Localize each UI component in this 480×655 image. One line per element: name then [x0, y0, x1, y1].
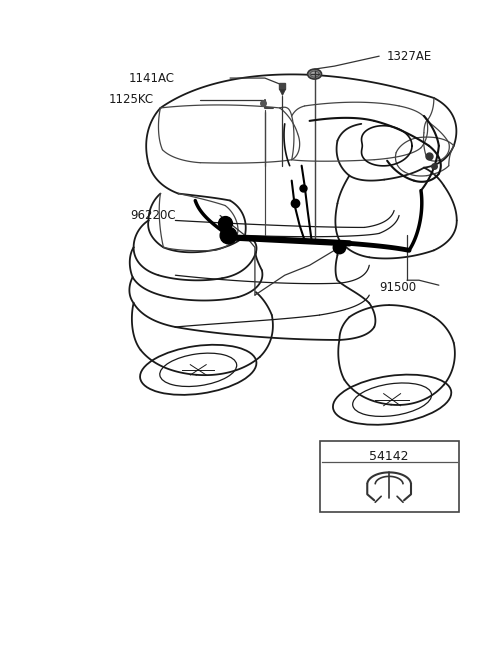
Text: 1141AC: 1141AC [129, 71, 175, 84]
Text: 96220C: 96220C [131, 209, 176, 222]
Ellipse shape [308, 69, 322, 79]
Text: 1327AE: 1327AE [387, 50, 432, 63]
Ellipse shape [310, 71, 319, 77]
Text: 54142: 54142 [370, 451, 409, 464]
Text: 1125KC: 1125KC [109, 94, 154, 107]
Text: 91500: 91500 [379, 281, 416, 293]
Bar [320, 441, 459, 512]
